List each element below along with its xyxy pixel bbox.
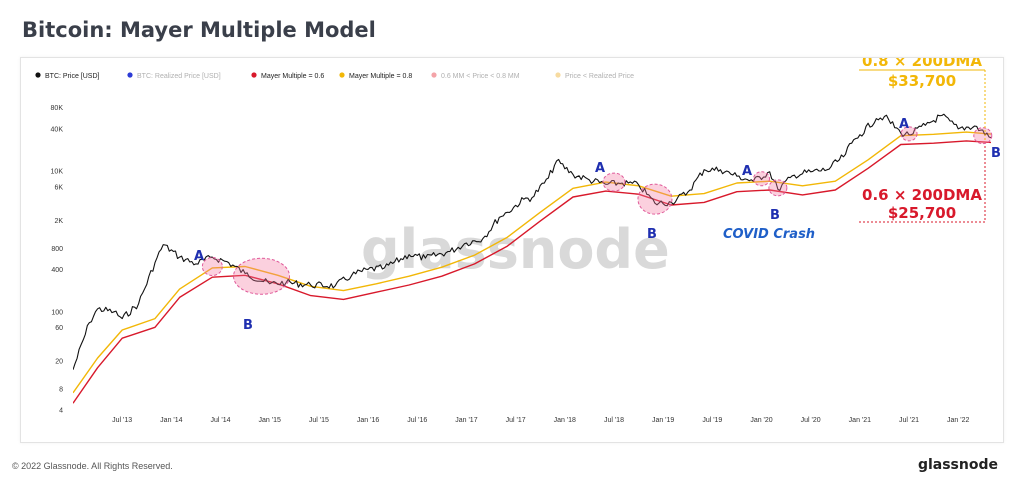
x-tick-label: Jul '14: [211, 417, 231, 424]
y-tick-label: 8: [59, 386, 63, 393]
x-tick-label: Jan '14: [160, 417, 182, 424]
watermark-text: glassnode: [361, 218, 670, 281]
x-tick-label: Jan '18: [554, 417, 576, 424]
x-tick-label: Jul '15: [309, 417, 329, 424]
legend-marker: [251, 72, 257, 78]
y-tick-label: 100: [51, 309, 63, 316]
y-tick-label: 40K: [51, 126, 64, 133]
series-line-mm-0-8: [73, 131, 991, 394]
annotation-a-label: A: [194, 249, 204, 264]
legend-label: 0.6 MM < Price < 0.8 MM: [441, 73, 520, 80]
annotation-a-label: A: [742, 164, 752, 179]
x-tick-label: Jul '21: [899, 417, 919, 424]
legend-label: BTC: Price [USD]: [45, 73, 100, 80]
y-tick-label: 80K: [51, 105, 64, 112]
callout-top-value: $33,700: [888, 72, 956, 90]
chart-panel: glassnode BTC: Price [USD] BTC: Realized …: [20, 57, 1004, 443]
x-tick-label: Jan '21: [849, 417, 871, 424]
x-tick-label: Jan '15: [259, 417, 281, 424]
highlight-circle: [900, 126, 918, 142]
callout-bottom-value: $25,700: [888, 204, 956, 222]
legend-label: BTC: Realized Price [USD]: [137, 73, 221, 80]
x-tick-label: Jul '16: [407, 417, 427, 424]
x-tick-label: Jul '17: [506, 417, 526, 424]
x-tick-label: Jan '20: [750, 417, 772, 424]
page-title: Bitcoin: Mayer Multiple Model: [22, 18, 376, 42]
annotation-a-label: A: [595, 161, 605, 176]
series-line-btc-price: [73, 113, 991, 370]
annotation-b-label: B: [770, 208, 780, 223]
annotation-b-label: B: [243, 318, 253, 333]
annotation-a-label: A: [899, 117, 909, 132]
x-tick-label: Jul '19: [702, 417, 722, 424]
callout-bottom-label: 0.6 × 200DMA: [862, 186, 982, 204]
x-tick-label: Jan '19: [652, 417, 674, 424]
series-line-mm-0-6: [73, 140, 991, 404]
highlight-circle: [233, 257, 291, 295]
legend-label: Mayer Multiple = 0.8: [349, 73, 412, 80]
x-tick-label: Jan '16: [357, 417, 379, 424]
annotation-b-label: B: [647, 227, 657, 242]
y-tick-label: 2K: [54, 218, 63, 225]
highlight-circle: [637, 183, 673, 215]
mayer-multiple-chart: glassnode BTC: Price [USD] BTC: Realized …: [35, 58, 1001, 424]
y-tick-label: 10K: [51, 169, 64, 176]
x-tick-label: Jul '18: [604, 417, 624, 424]
x-tick-label: Jul '13: [112, 417, 132, 424]
footer-copyright: © 2022 Glassnode. All Rights Reserved.: [12, 461, 173, 471]
legend-label: Mayer Multiple = 0.6: [261, 73, 324, 80]
covid-crash-label: COVID Crash: [723, 227, 815, 242]
legend-marker: [339, 72, 345, 78]
legend-marker: [35, 72, 41, 78]
y-tick-label: 400: [51, 267, 63, 274]
annotation-b-label: B: [991, 146, 1001, 161]
highlight-circle: [201, 257, 223, 277]
x-tick-label: Jan '22: [947, 417, 969, 424]
y-tick-label: 6K: [54, 184, 63, 191]
legend-marker: [127, 72, 133, 78]
highlight-circle: [753, 171, 770, 187]
y-tick-label: 4: [59, 408, 63, 415]
y-tick-label: 800: [51, 246, 63, 253]
highlight-circle: [768, 179, 788, 197]
y-tick-label: 60: [55, 325, 63, 332]
y-tick-label: 20: [55, 358, 63, 365]
legend-marker: [555, 72, 561, 78]
x-tick-label: Jan '17: [455, 417, 477, 424]
x-tick-label: Jul '20: [801, 417, 821, 424]
legend-marker: [431, 72, 437, 78]
callout-top-label: 0.8 × 200DMA: [862, 58, 982, 70]
highlight-circle: [602, 172, 626, 192]
legend-label: Price < Realized Price: [565, 73, 634, 80]
footer-logo: glassnode: [917, 457, 998, 473]
highlight-circle: [973, 127, 993, 145]
